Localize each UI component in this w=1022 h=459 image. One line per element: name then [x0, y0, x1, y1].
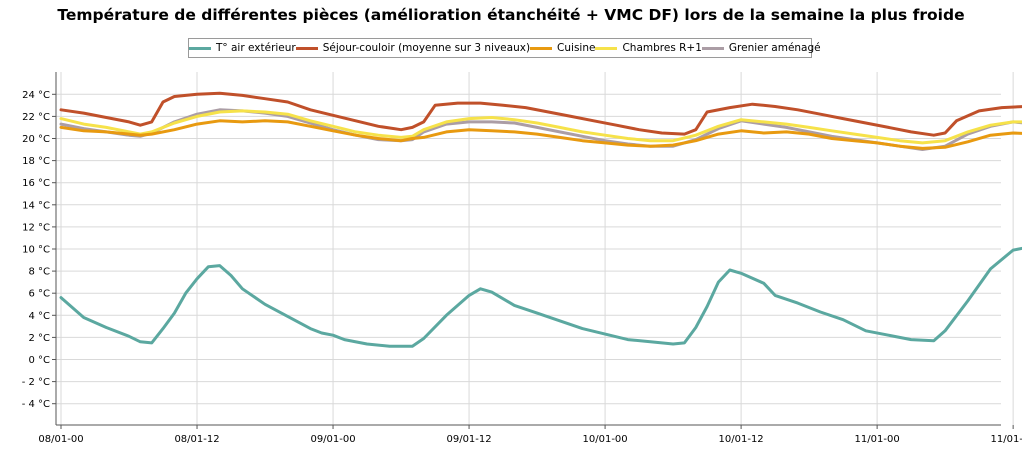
series-line-sejour	[59, 91, 1022, 137]
y-tick-label: 2 °C	[28, 333, 50, 344]
legend-item-sejour: Séjour-couloir (moyenne sur 3 niveaux)	[295, 42, 531, 54]
legend-swatch-sejour	[295, 46, 318, 50]
y-tick-label: 22 °C	[22, 112, 50, 123]
y-tick-label: 10 °C	[22, 245, 50, 256]
x-tick-label: 08/01-12	[174, 434, 219, 445]
series-line-outdoor	[59, 246, 1022, 348]
y-tick-label: 20 °C	[22, 134, 50, 145]
y-tick-label: 0 °C	[28, 355, 50, 366]
chart-legend: T° air extérieur Séjour-couloir (moyenne…	[188, 38, 821, 58]
x-tick-label: 08/01-00	[38, 434, 83, 445]
y-tick-label: 18 °C	[22, 156, 50, 167]
legend-item-outdoor: T° air extérieur	[189, 42, 296, 54]
y-tick-label: 4 °C	[28, 311, 50, 322]
x-tick-label: 09/01-12	[446, 434, 491, 445]
x-tick-label: 11/01-00	[855, 434, 900, 445]
legend-swatch-cuisine	[530, 46, 553, 50]
y-tick-label: - 4 °C	[22, 399, 50, 410]
legend-label-sejour: Séjour-couloir (moyenne sur 3 niveaux)	[322, 42, 531, 54]
legend-item-grenier: Grenier aménagé	[701, 42, 821, 54]
y-tick-label: 14 °C	[22, 200, 50, 211]
legend-label-cuisine: Cuisine	[557, 42, 596, 54]
legend-label-grenier: Grenier aménagé	[728, 42, 821, 54]
chart-title: Température de différentes pièces (améli…	[57, 6, 965, 24]
x-tick-label: 11/01-12	[991, 434, 1022, 445]
x-tick-label: 09/01-00	[310, 434, 355, 445]
series-line-chambres	[59, 109, 1022, 145]
legend-swatch-grenier	[701, 46, 724, 50]
y-tick-label: 8 °C	[28, 267, 50, 278]
legend-item-cuisine: Cuisine	[530, 42, 595, 54]
legend-item-chambres: Chambres R+1	[595, 42, 702, 54]
legend-swatch-chambres	[595, 46, 618, 50]
legend-label-outdoor: T° air extérieur	[216, 42, 296, 54]
y-tick-label: 16 °C	[22, 178, 50, 189]
y-tick-label: - 2 °C	[22, 377, 50, 388]
y-tick-label: 24 °C	[22, 90, 50, 101]
y-tick-label: 12 °C	[22, 222, 50, 233]
x-tick-label: 10/01-00	[583, 434, 628, 445]
y-tick-label: 6 °C	[28, 289, 50, 300]
series-line-cuisine	[59, 119, 1022, 150]
x-tick-label: 10/01-12	[719, 434, 764, 445]
legend-swatch-outdoor	[189, 46, 211, 50]
legend-label-chambres: Chambres R+1	[622, 42, 702, 54]
